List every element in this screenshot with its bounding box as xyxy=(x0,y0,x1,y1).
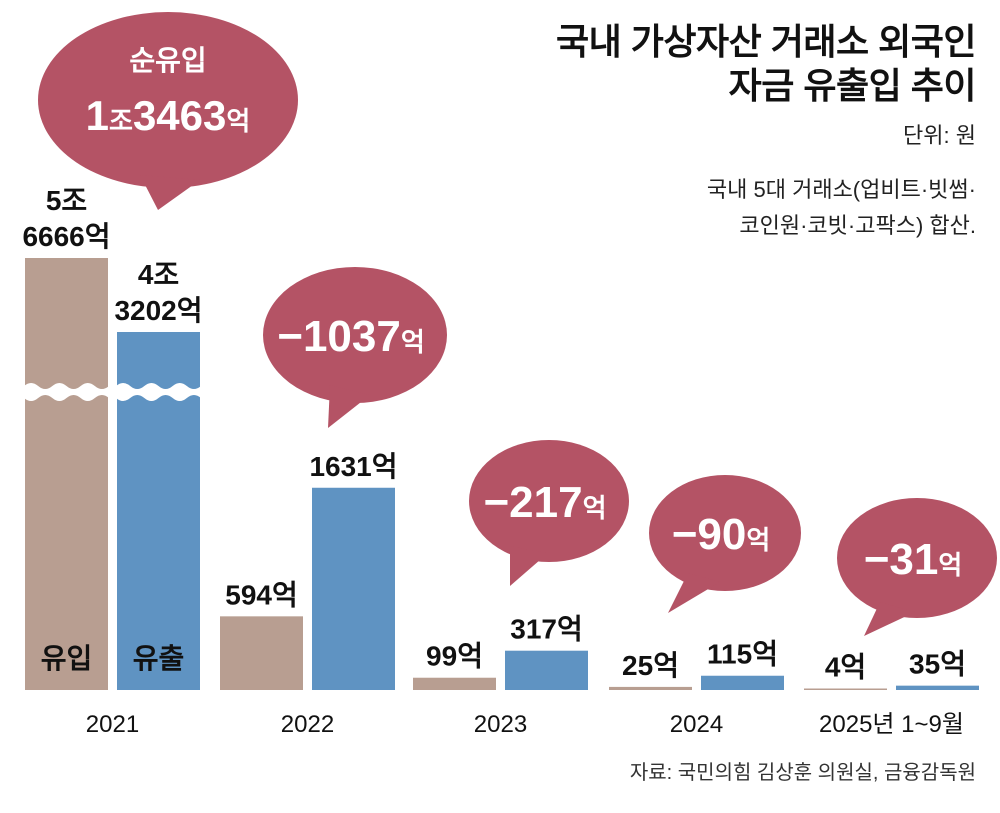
bar-value-label: 594억 xyxy=(225,579,297,610)
bar-value-label: 317억 xyxy=(510,614,582,645)
x-tick-label: 2023 xyxy=(474,711,527,738)
bar-inflow-2025 xyxy=(804,688,887,690)
bar-inflow-2024 xyxy=(609,686,692,690)
net-flow-bubble xyxy=(469,440,629,562)
net-flow-unit: 억 xyxy=(226,106,250,136)
net-flow-bubble xyxy=(263,267,447,403)
net-flow-value: −31억 xyxy=(864,535,963,584)
net-flow-number: −217 xyxy=(483,478,582,527)
footnote-line-1: 국내 5대 거래소(업비트·빗썸· xyxy=(706,177,976,202)
net-flow-bubble-tail xyxy=(328,385,370,428)
net-flow-header: 순유입 xyxy=(129,45,206,76)
net-flow-value: −90억 xyxy=(672,510,771,559)
net-flow-unit: 억 xyxy=(746,525,770,555)
bar-value-label: 35억 xyxy=(909,649,966,680)
bar-value-label: 6666억 xyxy=(22,221,110,252)
net-flow-bubble-tail xyxy=(668,573,720,613)
unit-label: 단위: 원 xyxy=(903,123,976,148)
net-flow-value: −1037억 xyxy=(277,312,425,361)
net-flow-bubble xyxy=(837,498,997,618)
net-flow-bubble xyxy=(38,12,298,188)
x-tick-label: 2024 xyxy=(670,711,723,738)
net-flow-value: 1조3463억 xyxy=(86,92,251,139)
chart-title-line-2: 자금 유출입 추이 xyxy=(728,65,977,106)
source-credit: 자료: 국민의힘 김상훈 의원실, 금융감독원 xyxy=(629,762,976,784)
footnote: 국내 5대 거래소(업비트·빗썸· 코인원·코빗·고팍스) 합산. xyxy=(707,172,976,244)
bar-value-label: 115억 xyxy=(707,639,778,670)
bar-inflow-2023 xyxy=(413,677,496,690)
bar-value-label: 4조 xyxy=(138,259,179,290)
net-flow-bubble-tail xyxy=(510,546,548,586)
chart-title: 국내 가상자산 거래소 외국인 자금 유출입 추이 xyxy=(556,20,976,108)
net-flow-unit: 억 xyxy=(401,327,425,357)
bar-inflow-2022 xyxy=(220,616,303,690)
bar-value-label: 99억 xyxy=(426,641,483,672)
footnote-line-2: 코인원·코빗·고팍스) 합산. xyxy=(739,213,976,238)
net-flow-unit: 억 xyxy=(583,493,607,523)
net-flow-bubble-tail xyxy=(140,175,200,210)
bar-value-label: 1631억 xyxy=(309,451,397,482)
legend-inflow: 유입 xyxy=(41,643,93,674)
net-flow-number: −1037 xyxy=(277,312,401,361)
axis-break-mark xyxy=(116,383,201,401)
x-tick-label: 2025년 1~9월 xyxy=(819,711,964,738)
x-tick-label: 2022 xyxy=(281,711,334,738)
net-flow-number: −31 xyxy=(864,535,939,584)
bar-value-label: 4억 xyxy=(825,652,866,683)
bar-outflow-2025 xyxy=(896,685,979,690)
net-flow-number: 1 xyxy=(86,92,109,139)
bar-value-label: 5조 xyxy=(46,185,87,216)
net-flow-number: −90 xyxy=(672,510,747,559)
net-flow-unit: 억 xyxy=(938,550,962,580)
axis-break-mark xyxy=(24,383,109,401)
bar-inflow-2021 xyxy=(25,258,108,690)
net-flow-bubble-tail xyxy=(864,602,915,636)
bar-outflow-2023 xyxy=(505,650,588,690)
bar-outflow-2022 xyxy=(312,487,395,690)
bar-value-label: 3202억 xyxy=(114,295,202,326)
net-flow-unit: 조 xyxy=(109,106,133,136)
legend-outflow: 유출 xyxy=(133,643,185,674)
net-flow-number: 3463 xyxy=(133,92,226,139)
x-tick-label: 2021 xyxy=(86,711,139,738)
bar-value-label: 25억 xyxy=(622,650,679,681)
net-flow-value: −217억 xyxy=(483,478,606,527)
net-flow-bubble xyxy=(649,475,801,591)
bar-outflow-2024 xyxy=(701,675,784,690)
chart-title-line-1: 국내 가상자산 거래소 외국인 xyxy=(556,21,976,62)
